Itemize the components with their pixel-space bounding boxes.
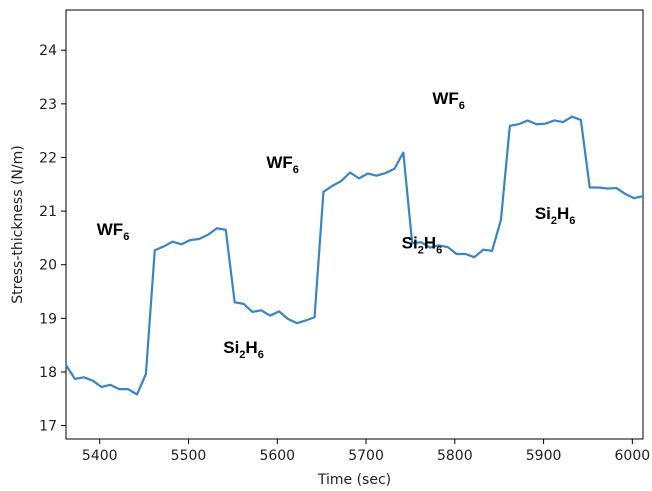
data-point xyxy=(615,187,618,189)
data-point xyxy=(180,243,183,246)
x-tick-label: 5500 xyxy=(171,448,207,464)
data-point xyxy=(216,227,218,230)
x-tick-label: 5900 xyxy=(526,448,562,464)
data-point xyxy=(153,249,156,252)
data-point xyxy=(491,249,493,252)
data-point xyxy=(535,123,538,126)
data-point xyxy=(402,151,405,154)
data-point xyxy=(438,244,440,247)
data-point xyxy=(198,238,200,240)
x-tick-label: 5600 xyxy=(259,448,295,464)
data-point xyxy=(633,197,635,200)
data-point xyxy=(482,248,485,251)
data-point xyxy=(65,364,67,366)
data-point xyxy=(349,171,351,174)
data-point xyxy=(171,240,174,243)
data-point xyxy=(189,239,192,241)
data-point xyxy=(597,186,600,189)
annotation-label: WF6 xyxy=(97,220,130,243)
data-point xyxy=(464,253,467,255)
data-point xyxy=(224,229,227,231)
data-point xyxy=(340,180,342,182)
y-axis: 17 18 19 20 21 22 23 24 xyxy=(39,43,66,435)
annotations: WF6 Si2H6 WF6 Si2H6 WF6 Si2H6 xyxy=(97,89,576,361)
data-point xyxy=(455,253,458,255)
data-point xyxy=(509,125,511,127)
x-tick-label: 6000 xyxy=(615,448,651,464)
data-point xyxy=(375,174,378,177)
annotation-label: Si2H6 xyxy=(535,204,576,227)
y-tick-label: 24 xyxy=(39,43,57,59)
data-point xyxy=(82,376,85,379)
data-point xyxy=(91,379,94,382)
y-tick-label: 17 xyxy=(39,419,57,435)
data-point xyxy=(420,241,422,243)
data-point xyxy=(269,314,271,317)
data-point xyxy=(500,218,502,221)
x-axis-label: Time (sec) xyxy=(317,472,391,488)
y-tick-label: 18 xyxy=(39,365,57,381)
data-point xyxy=(118,388,121,390)
data-point xyxy=(526,119,529,122)
data-point xyxy=(429,246,431,249)
data-point xyxy=(287,318,289,320)
y-tick-label: 20 xyxy=(39,258,57,274)
annotation-label: Si2H6 xyxy=(402,234,443,257)
x-tick-label: 5400 xyxy=(82,448,118,464)
data-point xyxy=(624,193,627,195)
data-point xyxy=(331,185,334,187)
data-point xyxy=(517,123,520,126)
data-point xyxy=(358,177,360,180)
data-point xyxy=(580,119,582,121)
data-point xyxy=(162,245,165,248)
data-point xyxy=(642,195,644,197)
data-point xyxy=(233,301,236,304)
x-axis: 5400 5500 5600 5700 5800 5900 6000 xyxy=(82,439,650,464)
data-point xyxy=(322,190,325,193)
data-point xyxy=(446,246,449,248)
plot-area xyxy=(65,9,644,440)
data-point xyxy=(606,187,609,190)
x-tick-label: 5800 xyxy=(437,448,473,464)
data-point xyxy=(251,311,254,313)
y-tick-label: 23 xyxy=(39,97,57,113)
data-point xyxy=(207,233,209,236)
data-point xyxy=(145,373,147,375)
data-point xyxy=(127,388,129,390)
y-tick-label: 19 xyxy=(39,311,57,327)
data-point xyxy=(544,122,547,125)
data-point xyxy=(136,393,138,396)
y-tick-label: 22 xyxy=(39,150,57,166)
y-axis-label: Stress-thickness (N/m) xyxy=(10,145,26,303)
data-point xyxy=(367,172,369,175)
data-point xyxy=(553,119,556,122)
data-point xyxy=(588,186,591,189)
data-point xyxy=(74,378,76,380)
y-tick-label: 21 xyxy=(39,204,57,220)
data-point xyxy=(384,172,387,174)
stress-thickness-series-line xyxy=(64,115,645,396)
data-point xyxy=(304,319,307,322)
plot-frame xyxy=(65,9,644,440)
data-point xyxy=(562,121,564,123)
data-point xyxy=(313,316,316,319)
data-point xyxy=(473,256,476,259)
data-points xyxy=(65,115,644,396)
data-point xyxy=(571,115,573,118)
annotation-label: WF6 xyxy=(432,89,465,112)
data-point xyxy=(393,167,396,170)
x-tick-label: 5700 xyxy=(348,448,384,464)
data-point xyxy=(100,386,103,388)
data-point xyxy=(109,384,112,386)
annotation-label: Si2H6 xyxy=(223,338,264,361)
data-point xyxy=(242,303,245,305)
data-point xyxy=(411,242,414,245)
data-point xyxy=(296,322,298,324)
annotation-label: WF6 xyxy=(266,153,299,176)
data-point xyxy=(260,309,263,312)
data-point xyxy=(278,310,280,313)
